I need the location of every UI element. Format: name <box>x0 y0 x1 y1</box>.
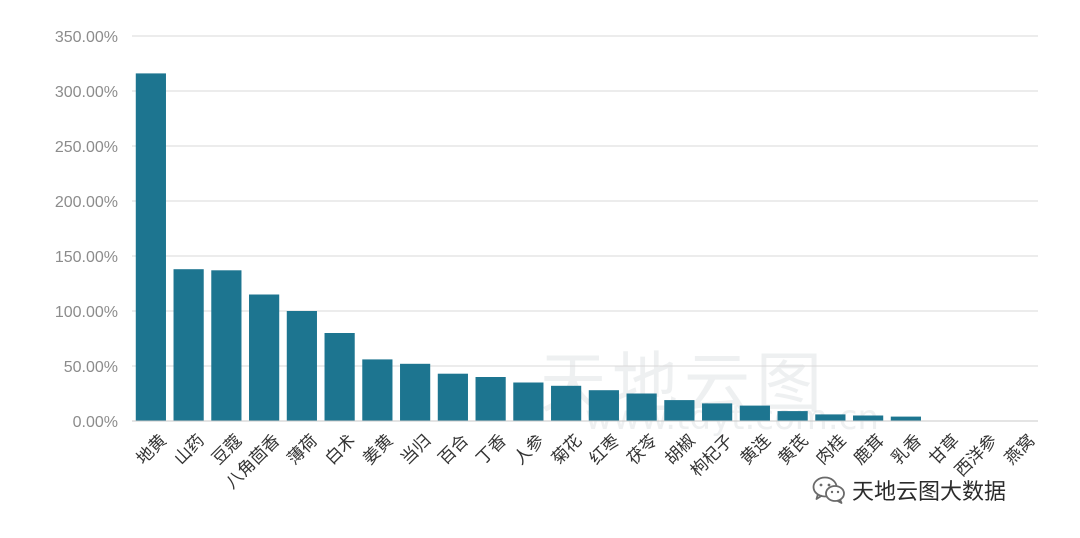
x-category-label: 红枣 <box>586 431 624 469</box>
grid-lines <box>132 35 1038 367</box>
x-category-label: 鹿茸 <box>850 431 888 469</box>
x-category-label: 山药 <box>170 431 208 469</box>
bars <box>135 73 921 422</box>
x-category-label: 燕窝 <box>1001 431 1039 469</box>
y-tick-label: 150.00% <box>55 249 118 266</box>
bar <box>249 294 280 421</box>
y-tick-label: 50.00% <box>64 359 118 376</box>
bar <box>135 73 166 422</box>
y-axis-tick-labels: 0.00% 50.00% 100.00% 150.00% 200.00% 250.00% 3… <box>55 29 118 431</box>
x-category-label: 百合 <box>435 431 473 469</box>
watermark-text: 天地云图大数据 <box>852 480 1007 505</box>
x-category-label: 乳香 <box>888 431 926 469</box>
bar <box>588 390 619 421</box>
bar <box>437 373 468 421</box>
bar <box>853 415 884 421</box>
x-category-label: 枸杞子 <box>687 431 737 481</box>
x-category-label: 茯苓 <box>623 431 661 469</box>
x-category-label: 菊花 <box>548 431 586 469</box>
y-tick-label: 250.00% <box>55 139 118 156</box>
bar <box>211 270 242 421</box>
bar <box>890 416 921 421</box>
bar <box>551 385 582 421</box>
x-category-label: 薄荷 <box>284 431 322 469</box>
x-category-label: 黄芪 <box>774 431 812 469</box>
x-category-label: 白术 <box>321 431 359 469</box>
y-tick-label: 350.00% <box>55 29 118 46</box>
bar <box>362 359 393 421</box>
bar <box>739 405 770 421</box>
x-category-label: 人参 <box>510 431 548 469</box>
bar <box>702 403 733 421</box>
wechat-watermark: 天地云图大数据 <box>812 474 1006 506</box>
bar <box>475 377 506 421</box>
x-category-label: 当归 <box>397 431 435 469</box>
bar <box>626 393 657 421</box>
bar <box>400 363 431 421</box>
wechat-icon <box>812 476 845 504</box>
y-tick-label: 100.00% <box>55 304 118 321</box>
bar <box>173 269 204 421</box>
x-category-label: 肉桂 <box>812 431 850 469</box>
bar <box>286 311 317 421</box>
bar <box>513 382 544 421</box>
x-category-label: 地黄 <box>133 431 171 469</box>
y-tick-label: 200.00% <box>55 194 118 211</box>
bar <box>815 414 846 421</box>
y-tick-label: 300.00% <box>55 84 118 101</box>
bar <box>777 411 808 421</box>
x-category-label: 丁香 <box>472 431 510 469</box>
x-category-label: 姜黄 <box>359 431 397 469</box>
x-category-label: 黄连 <box>737 431 775 469</box>
bar <box>664 400 695 421</box>
y-tick-label: 0.00% <box>73 414 118 431</box>
bar <box>324 333 355 421</box>
